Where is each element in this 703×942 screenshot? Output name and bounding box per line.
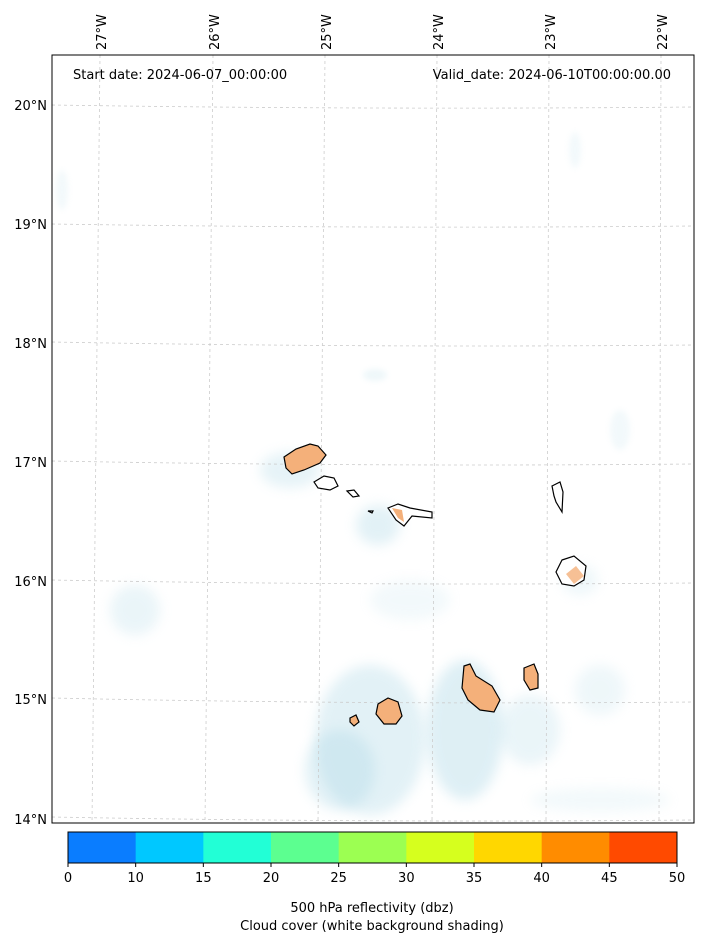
lon-label: 26°W (208, 14, 223, 50)
lon-label: 27°W (95, 14, 110, 50)
map-frame (51, 54, 695, 824)
islands (283, 443, 587, 727)
colorbar-segment (609, 832, 678, 863)
colorbar-tick-label: 10 (127, 871, 144, 886)
colorbar-tick-label: 45 (601, 871, 618, 886)
island-sao-nicolau-shade (392, 508, 404, 522)
lon-label: 23°W (544, 14, 559, 50)
colorbar-segment (135, 832, 204, 863)
island-maio (523, 663, 539, 691)
lat-label: 19°N (14, 218, 47, 233)
colorbar-segment (271, 832, 340, 863)
colorbar-segment (474, 832, 543, 863)
valid-date-label: Valid_date: 2024-06-10T00:00:00.00 (433, 68, 671, 83)
colorbar-segment (338, 832, 407, 863)
start-date-label: Start date: 2024-06-07_00:00:00 (73, 68, 287, 83)
colorbar-ticks: 0 10 15 20 25 30 35 40 45 50 (64, 863, 685, 886)
latitude-labels: 20°N 19°N 18°N 17°N 16°N 15°N 14°N (14, 99, 47, 828)
lon-label: 24°W (432, 14, 447, 50)
lat-label: 16°N (14, 575, 47, 590)
colorbar-segment (68, 832, 137, 863)
colorbar-tick-label: 0 (64, 871, 72, 886)
island-boa-vista-shade (566, 566, 584, 584)
colorbar-sublabel: Cloud cover (white background shading) (240, 919, 504, 934)
colorbar-segment (541, 832, 610, 863)
island-sal (551, 481, 564, 515)
island-branco (367, 510, 374, 514)
colorbar-segment (203, 832, 272, 863)
colorbar-tick-label: 35 (466, 871, 483, 886)
colorbar-label: 500 hPa reflectivity (dbz) (290, 901, 453, 916)
island-santiago (461, 663, 501, 713)
lon-label: 25°W (320, 14, 335, 50)
island-santo-antao (283, 443, 327, 475)
island-brava (349, 714, 360, 727)
colorbar-tick-label: 15 (195, 871, 212, 886)
lat-label: 17°N (14, 456, 47, 471)
lat-label: 18°N (14, 337, 47, 352)
island-sao-vicente (313, 475, 339, 491)
colorbar-tick-label: 20 (263, 871, 280, 886)
longitude-labels: 27°W 26°W 25°W 24°W 23°W 22°W (95, 14, 671, 50)
colorbar-segments (68, 832, 678, 863)
colorbar-tick-label: 50 (669, 871, 686, 886)
colorbar-tick-label: 30 (398, 871, 415, 886)
lat-label: 20°N (14, 99, 47, 114)
colorbar-segment (406, 832, 475, 863)
island-santa-luzia (345, 489, 361, 498)
lat-label: 15°N (14, 693, 47, 708)
island-fogo (375, 697, 403, 725)
colorbar-frame (67, 831, 678, 864)
colorbar-tick-label: 40 (533, 871, 550, 886)
gridlines (52, 55, 694, 823)
colorbar: 0 10 15 20 25 30 35 40 45 50 500 hPa reflectivity… (64, 831, 685, 934)
colorbar-tick-label: 25 (330, 871, 347, 886)
lat-label: 14°N (14, 813, 47, 828)
lon-label: 22°W (656, 14, 671, 50)
